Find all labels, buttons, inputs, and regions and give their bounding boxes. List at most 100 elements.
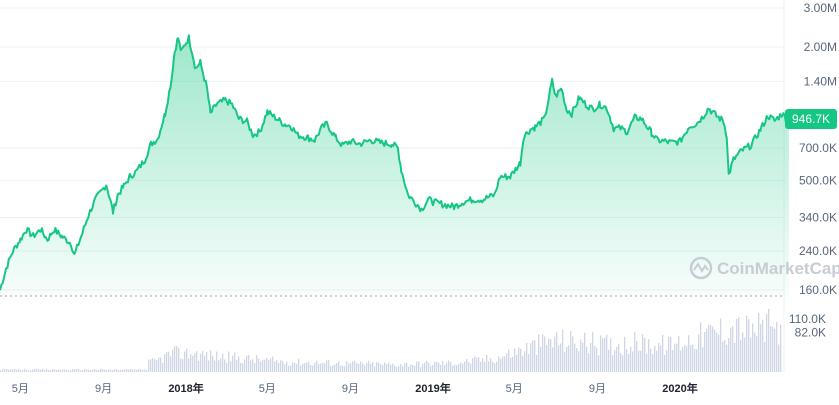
volume-bar-320	[6, 369, 8, 372]
volume-bar-168	[484, 361, 486, 372]
volume-bar-132	[412, 364, 414, 372]
volume-bar-369	[104, 369, 106, 372]
price-area	[0, 35, 789, 297]
volume-bar-187	[522, 355, 524, 372]
volume-bar-286	[720, 318, 722, 372]
volume-bar-138	[424, 362, 426, 372]
volume-bar-12	[172, 349, 174, 372]
volume-bar-154	[456, 365, 458, 372]
volume-bar-218	[584, 332, 586, 372]
volume-bar-262	[672, 350, 674, 372]
volume-bar-119	[386, 364, 388, 372]
price-line[interactable]	[0, 34, 790, 291]
volume-bar-67	[282, 360, 284, 372]
volume-bar-265	[678, 335, 680, 372]
volume-bar-167	[482, 358, 484, 372]
volume-bar-186	[520, 348, 522, 372]
volume-bar-332	[30, 370, 32, 372]
volume-bar-254	[656, 350, 658, 372]
volume-bar-349	[64, 369, 66, 372]
volume-bar-50	[248, 354, 250, 372]
volume-bar-271	[690, 344, 692, 372]
volume-bar-178	[504, 356, 506, 372]
watermark-text: CoinMarketCap	[717, 259, 839, 278]
volume-bar-32	[212, 356, 214, 372]
volume-bar-68	[284, 364, 286, 372]
volume-bar-228	[604, 337, 606, 372]
volume-bar-268	[684, 345, 686, 372]
volume-bar-210	[568, 345, 570, 372]
volume-bar-30	[208, 360, 210, 372]
volume-bar-10	[168, 351, 170, 372]
volume-bar-266	[680, 350, 682, 372]
volume-bar-260	[668, 336, 670, 372]
volume-bar-42	[232, 355, 234, 372]
volume-bar-237	[622, 355, 624, 372]
volume-bar-28	[204, 355, 206, 372]
volume-bar-93	[334, 364, 336, 372]
volume-bar-64	[276, 360, 278, 372]
volume-bar-105	[358, 363, 360, 372]
volume-bar-282	[712, 326, 714, 372]
volume-bar-267	[682, 347, 684, 372]
volume-bar-276	[700, 322, 702, 372]
volume-bar-213	[574, 343, 576, 372]
volume-bar-274	[696, 349, 698, 372]
volume-bar-54	[256, 355, 258, 372]
volume-bar-134	[416, 361, 418, 372]
volume-bar-316	[780, 324, 782, 372]
y-axis: 3.00M 2.00M 1.40M 700.0K 500.0K 340.0K 240.0K 1…	[799, 1, 837, 297]
volume-bar-357	[80, 370, 82, 372]
volume-bar-80	[308, 361, 310, 372]
volume-bar-33	[214, 360, 216, 372]
volume-bar-164	[476, 357, 478, 372]
volume-bar-353	[72, 368, 74, 372]
volume-bar-247	[642, 334, 644, 372]
volume-bar-334	[34, 368, 36, 372]
volume-bar-295	[738, 317, 740, 372]
volume-bar-39	[226, 362, 228, 372]
volume-bar-374	[114, 369, 116, 372]
volume-bar-176	[500, 358, 502, 372]
volume-bar-255	[658, 342, 660, 372]
volume-bar-151	[450, 362, 452, 372]
volume-bar-53	[254, 362, 256, 372]
volume-bar-215	[578, 351, 580, 372]
volume-bar-136	[420, 367, 422, 372]
volume-bar-270	[688, 335, 690, 372]
volume-bar-240	[628, 353, 630, 372]
volume-bar-125	[398, 366, 400, 372]
volume-bar-2	[152, 358, 154, 372]
volume-bar-7	[162, 362, 164, 372]
volume-bar-308	[764, 342, 766, 372]
volume-bar-253	[654, 345, 656, 372]
volume-bar-294	[736, 318, 738, 372]
volume-bar-344	[54, 369, 56, 372]
volume-bar-127	[402, 366, 404, 372]
volume-bar-99	[346, 361, 348, 372]
volume-bar-365	[96, 369, 98, 372]
volume-bar-181	[510, 357, 512, 372]
volume-bar-73	[294, 363, 296, 372]
volume-bar-98	[344, 366, 346, 372]
volume-bar-34	[216, 351, 218, 372]
volume-bar-389	[144, 369, 146, 372]
price-line-path[interactable]	[0, 34, 790, 291]
volume-bar-26	[200, 353, 202, 372]
volume-bar-360	[86, 369, 88, 372]
volume-bar-114	[376, 362, 378, 372]
volume-bar-38	[224, 359, 226, 372]
volume-bar-315	[778, 344, 780, 372]
x-tick-label-5: 2019年	[415, 381, 450, 395]
volume-bar-358	[82, 370, 84, 372]
volume-bar-110	[368, 361, 370, 372]
volume-bar-375	[116, 369, 118, 372]
volume-bar-90	[328, 360, 330, 372]
volume-bar-327	[20, 370, 22, 372]
y-tick-label-0: 3.00M	[804, 1, 837, 15]
volume-bar-296	[740, 340, 742, 372]
volume-bar-227	[602, 338, 604, 372]
volume-bar-331	[28, 370, 30, 372]
